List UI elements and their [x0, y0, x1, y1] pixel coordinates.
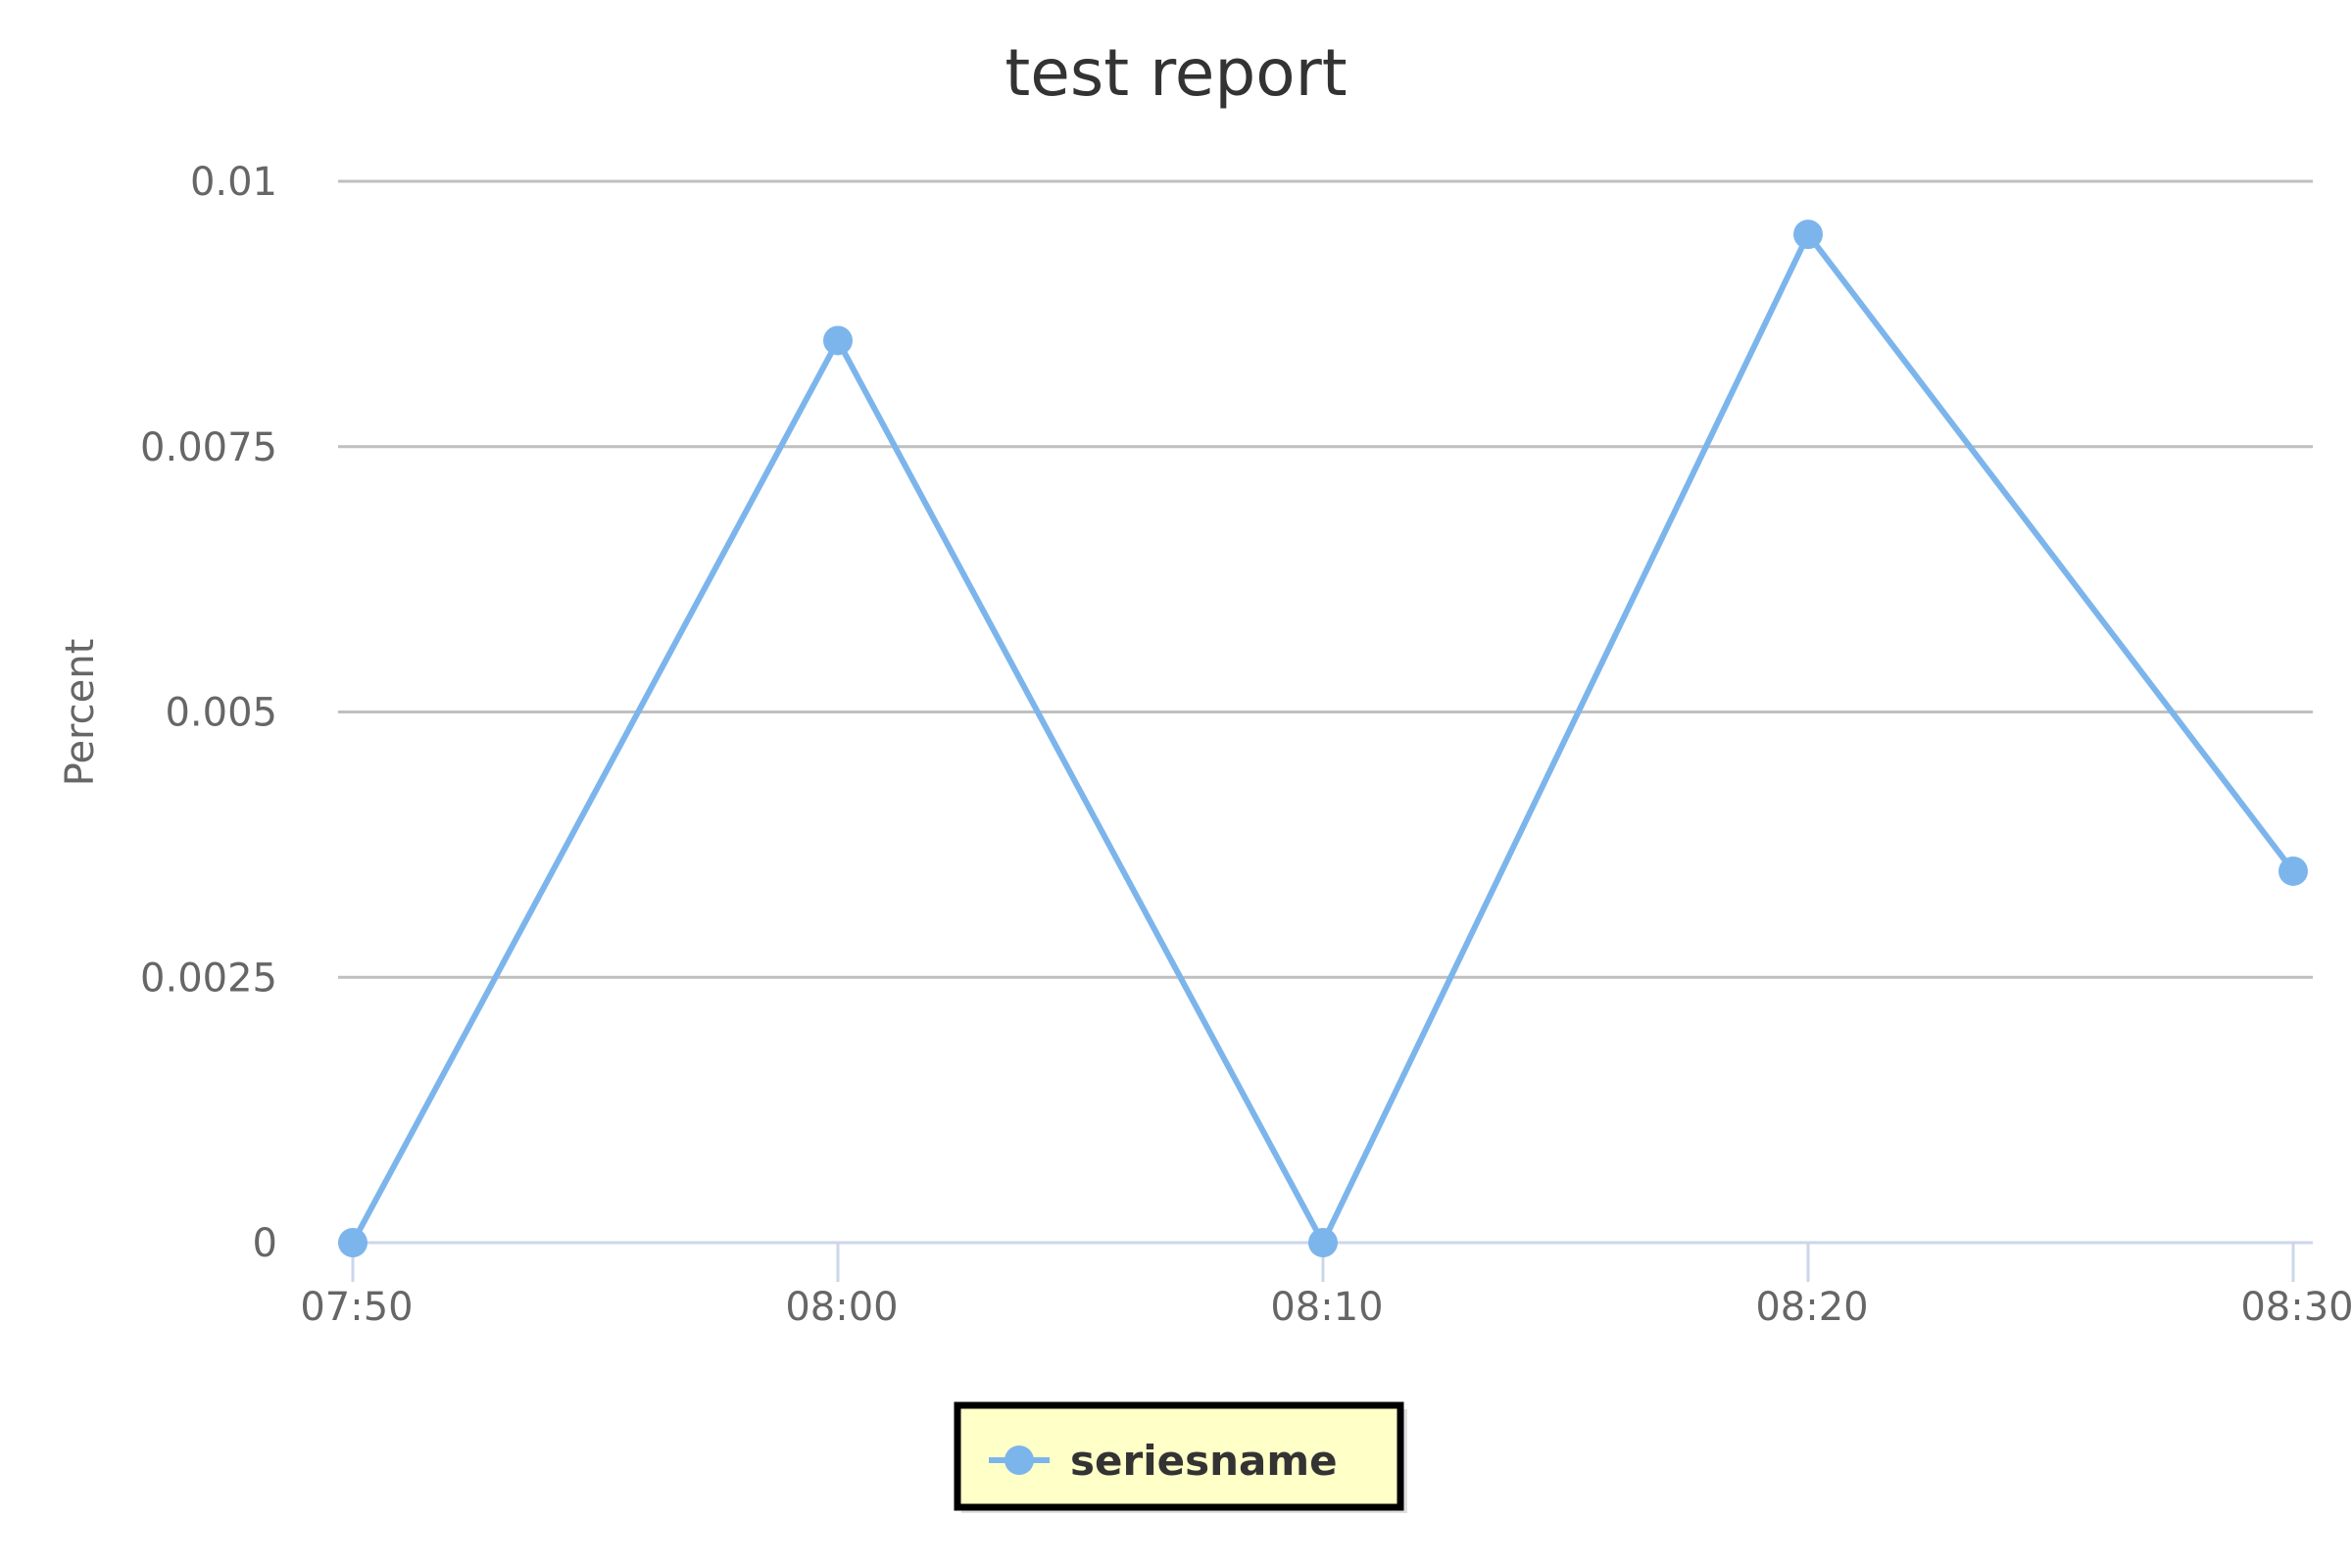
- data-point[interactable]: [2278, 856, 2308, 886]
- x-tick-label: 08:20: [1755, 1285, 1868, 1330]
- legend-item-label: seriesname: [1070, 1437, 1338, 1485]
- y-axis-label: Percent: [58, 639, 103, 787]
- series-layer: [338, 220, 2308, 1257]
- gridlines: [338, 179, 2313, 979]
- chart-title: test report: [1004, 35, 1347, 111]
- y-tick-label: 0.0025: [140, 956, 277, 1001]
- data-point[interactable]: [1308, 1228, 1338, 1257]
- legend[interactable]: seriesname: [954, 1401, 1407, 1513]
- data-point[interactable]: [823, 325, 853, 356]
- y-axis-ticks: 0 0.0025 0.005 0.0075 0.01: [140, 160, 277, 1266]
- x-tick-label: 07:50: [300, 1285, 413, 1330]
- y-tick-label: 0.0075: [140, 425, 277, 470]
- x-tick-label: 08:30: [2240, 1285, 2352, 1330]
- legend-marker-icon: [1004, 1446, 1034, 1475]
- series-line: [350, 231, 2296, 1246]
- x-tick-label: 08:10: [1270, 1285, 1383, 1330]
- y-tick-label: 0.005: [165, 691, 277, 736]
- y-tick-label: 0.01: [190, 160, 277, 205]
- x-tick-label: 08:00: [785, 1285, 898, 1330]
- data-point[interactable]: [1793, 220, 1823, 250]
- y-tick-label: 0: [253, 1221, 277, 1266]
- data-point[interactable]: [338, 1228, 368, 1257]
